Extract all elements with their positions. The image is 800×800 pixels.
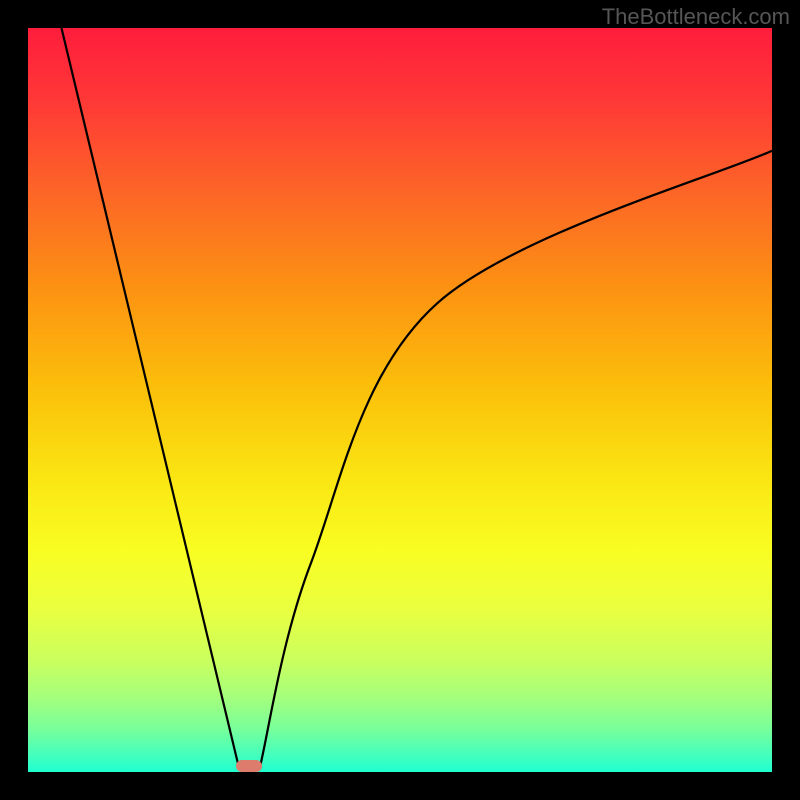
curve-left-branch	[61, 28, 238, 766]
optimum-marker	[236, 760, 262, 772]
bottleneck-curve	[28, 28, 772, 772]
chart-container: TheBottleneck.com	[0, 0, 800, 800]
plot-area	[28, 28, 772, 772]
watermark-text: TheBottleneck.com	[602, 4, 790, 30]
curve-right-branch	[260, 151, 772, 766]
